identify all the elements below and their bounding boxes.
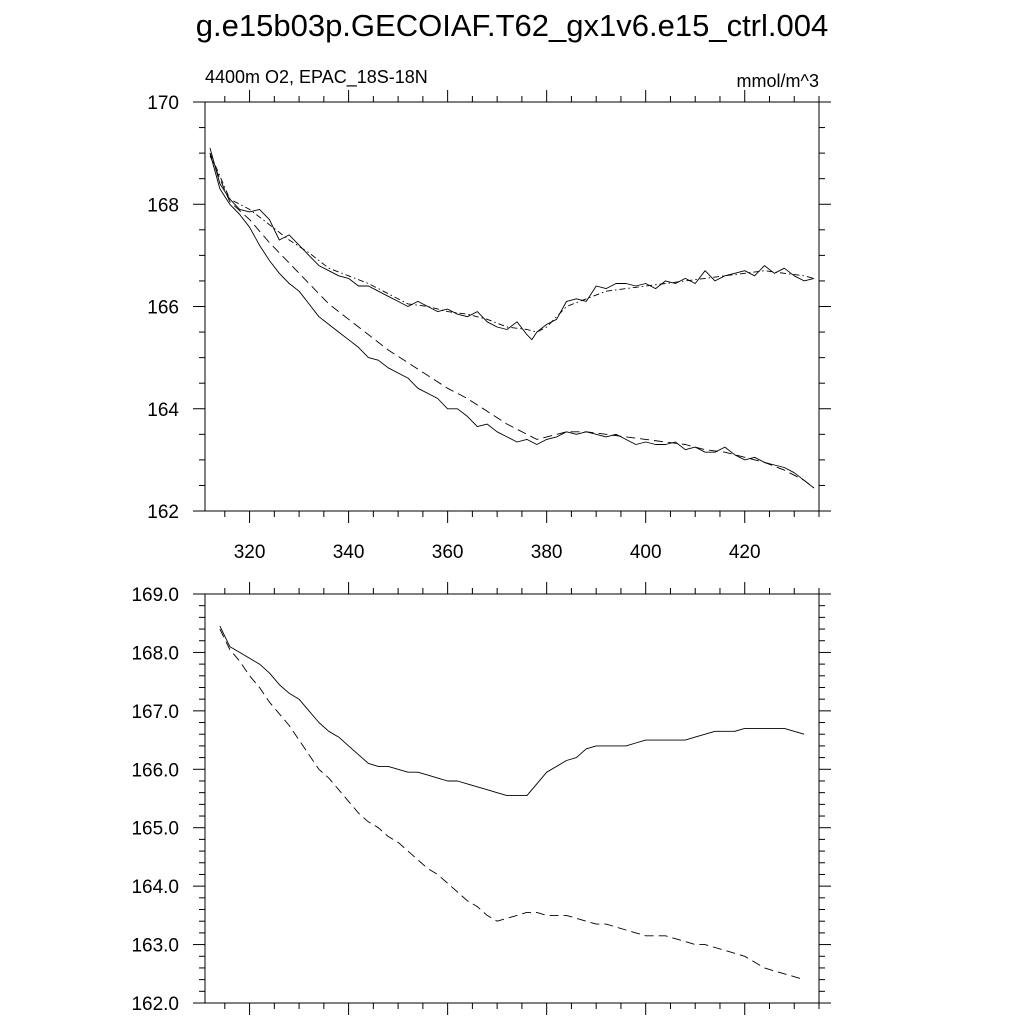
y-tick-label: 169.0	[131, 585, 179, 606]
series-line-4	[209, 155, 815, 489]
series-line-2	[219, 628, 805, 981]
y-tick-label: 168.0	[131, 643, 179, 664]
x-tick-label: 380	[531, 542, 563, 563]
plot-frame-1	[204, 101, 820, 512]
y-tick-label: 166	[147, 298, 179, 319]
y-tick-label: 168	[147, 195, 179, 216]
panel1-subtitle-left: 4400m O2, EPAC_18S-18N	[205, 67, 428, 88]
chart-panel-2: 162.0 163.0 164.0 165.0 166.0 167.0 168.0 169.0	[131, 582, 831, 1015]
page-title: g.e15b03p.GECOIAF.T62_gx1v6.e15_ctrl.004	[195, 8, 829, 43]
y-tick-label: 170	[147, 93, 179, 114]
x-tick-label: 360	[432, 542, 464, 563]
y-tick-label: 163.0	[131, 936, 179, 957]
y-tick-label: 165.0	[131, 819, 179, 840]
series-line-1	[219, 625, 805, 797]
y-tick-label: 167.0	[131, 702, 179, 723]
series-line-3	[209, 152, 815, 489]
y-tick-label: 166.0	[131, 760, 179, 781]
y-tick-label: 162.0	[131, 994, 179, 1015]
panel1-subtitle-right: mmol/m^3	[737, 71, 819, 91]
series-line-1	[209, 147, 815, 341]
plot-frame-2	[204, 593, 820, 1004]
x-tick-label: 420	[729, 542, 761, 563]
x-tick-label: 320	[234, 542, 266, 563]
x-tick-label: 400	[630, 542, 662, 563]
chart-panel-1: 320 340 360 380 400 420 162 164 166 168 170	[147, 90, 831, 563]
x-tick-label: 340	[333, 542, 365, 563]
y-tick-label: 164	[147, 400, 179, 421]
y-tick-label: 164.0	[131, 877, 179, 898]
y-tick-label: 162	[147, 502, 179, 523]
series-line-2	[209, 152, 815, 333]
